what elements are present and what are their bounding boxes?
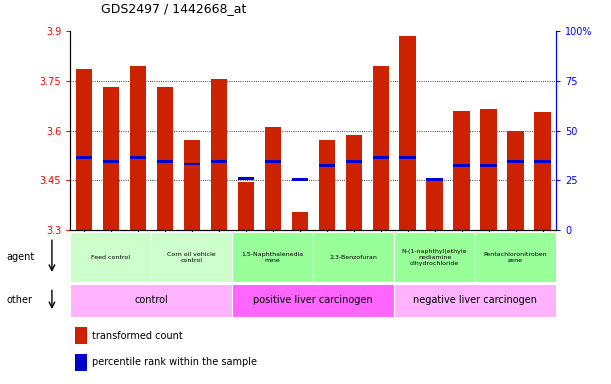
Bar (291, 212, 308, 230)
Bar (313, 232, 394, 282)
Text: agent: agent (6, 252, 34, 262)
Bar (400, 36, 415, 230)
Text: negative liver carcinogen: negative liver carcinogen (413, 295, 537, 306)
Text: Pentachloronitroben
zene: Pentachloronitroben zene (484, 252, 547, 263)
Text: transformed count: transformed count (92, 331, 183, 341)
Text: GDS2497 / 1442668_at: GDS2497 / 1442668_at (101, 2, 246, 15)
Bar (291, 179, 308, 181)
Bar (507, 160, 524, 162)
Bar (265, 160, 281, 162)
Bar (394, 232, 475, 282)
Bar (130, 156, 146, 159)
Bar (480, 109, 497, 230)
Bar (318, 140, 335, 230)
Bar (346, 160, 362, 162)
Bar (238, 177, 254, 180)
Bar (475, 232, 556, 282)
Bar (232, 284, 394, 317)
Bar (130, 66, 146, 230)
Bar (318, 164, 335, 167)
Text: 1,5-Naphthalenedia
mine: 1,5-Naphthalenedia mine (241, 252, 304, 263)
Bar (426, 179, 442, 181)
Bar (103, 160, 119, 162)
Bar (400, 156, 415, 159)
Text: Corn oil vehicle
control: Corn oil vehicle control (167, 252, 216, 263)
Bar (211, 79, 227, 230)
Text: positive liver carcinogen: positive liver carcinogen (254, 295, 373, 306)
Bar (184, 162, 200, 165)
Bar (265, 127, 281, 230)
Bar (152, 232, 232, 282)
Bar (480, 164, 497, 167)
Bar (75, 354, 87, 371)
Bar (75, 327, 87, 344)
Bar (232, 232, 313, 282)
Text: other: other (6, 295, 32, 306)
Bar (76, 156, 92, 159)
Text: Feed control: Feed control (91, 255, 130, 260)
Bar (453, 111, 470, 230)
Bar (507, 131, 524, 230)
Bar (76, 69, 92, 230)
Bar (70, 284, 232, 317)
Text: 2,3-Benzofuran: 2,3-Benzofuran (330, 255, 378, 260)
Bar (373, 156, 389, 159)
Bar (426, 179, 442, 230)
Text: percentile rank within the sample: percentile rank within the sample (92, 358, 257, 367)
Bar (535, 112, 551, 230)
Bar (184, 140, 200, 230)
Bar (70, 232, 151, 282)
Bar (211, 160, 227, 162)
Bar (535, 160, 551, 162)
Text: N-(1-naphthyl)ethyle
nediamine
dihydrochloride: N-(1-naphthyl)ethyle nediamine dihydroch… (402, 249, 467, 266)
Bar (238, 182, 254, 230)
Bar (103, 87, 119, 230)
Bar (373, 66, 389, 230)
Bar (156, 87, 173, 230)
Bar (394, 284, 556, 317)
Bar (156, 160, 173, 162)
Bar (346, 134, 362, 230)
Bar (453, 164, 470, 167)
Text: control: control (134, 295, 168, 306)
